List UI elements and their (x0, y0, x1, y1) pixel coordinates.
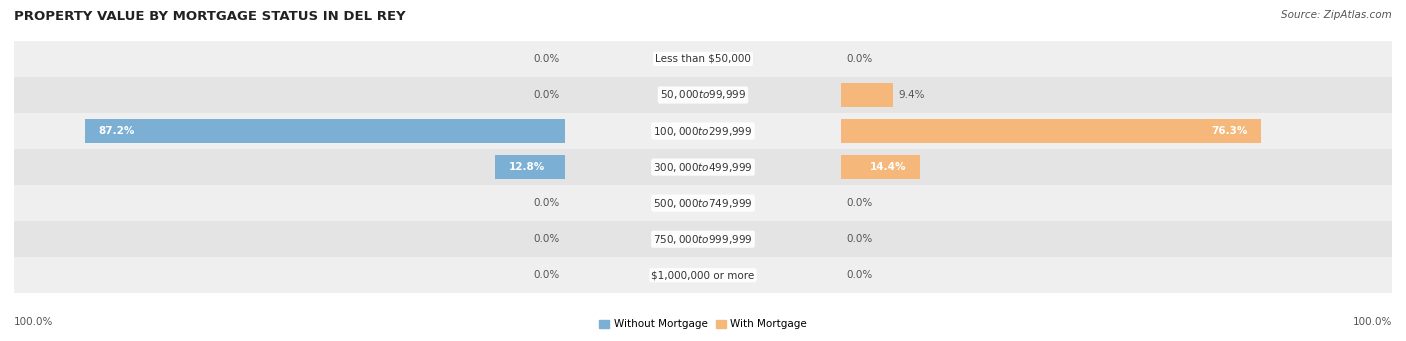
Text: 14.4%: 14.4% (870, 162, 907, 172)
Text: $1,000,000 or more: $1,000,000 or more (651, 270, 755, 280)
Bar (14, 221, 1392, 257)
Text: 9.4%: 9.4% (898, 90, 925, 100)
Text: 87.2%: 87.2% (98, 126, 135, 136)
Bar (14, 185, 1392, 221)
Text: $50,000 to $99,999: $50,000 to $99,999 (659, 89, 747, 102)
Text: 0.0%: 0.0% (533, 270, 560, 280)
Text: $750,000 to $999,999: $750,000 to $999,999 (654, 233, 752, 246)
Text: 76.3%: 76.3% (1211, 126, 1247, 136)
Bar (14, 257, 1392, 293)
Bar (14, 41, 1392, 77)
Legend: Without Mortgage, With Mortgage: Without Mortgage, With Mortgage (595, 315, 811, 333)
Text: 0.0%: 0.0% (533, 198, 560, 208)
Bar (841, 119, 1261, 143)
Text: $500,000 to $749,999: $500,000 to $749,999 (654, 197, 752, 210)
Bar (841, 83, 893, 107)
Bar (495, 155, 565, 179)
Bar (14, 77, 1392, 113)
Text: 100.0%: 100.0% (14, 317, 53, 327)
Text: 0.0%: 0.0% (533, 234, 560, 244)
Text: PROPERTY VALUE BY MORTGAGE STATUS IN DEL REY: PROPERTY VALUE BY MORTGAGE STATUS IN DEL… (14, 10, 406, 23)
Text: 0.0%: 0.0% (846, 270, 873, 280)
Text: 100.0%: 100.0% (1353, 317, 1392, 327)
Text: 0.0%: 0.0% (533, 90, 560, 100)
Bar (14, 113, 1392, 149)
Bar (14, 149, 1392, 185)
Text: 0.0%: 0.0% (846, 198, 873, 208)
Text: 12.8%: 12.8% (509, 162, 544, 172)
Text: 0.0%: 0.0% (846, 54, 873, 64)
Text: 0.0%: 0.0% (533, 54, 560, 64)
Text: $100,000 to $299,999: $100,000 to $299,999 (654, 124, 752, 137)
Text: Less than $50,000: Less than $50,000 (655, 54, 751, 64)
Text: 0.0%: 0.0% (846, 234, 873, 244)
Text: $300,000 to $499,999: $300,000 to $499,999 (654, 161, 752, 174)
Bar (84, 119, 565, 143)
Text: Source: ZipAtlas.com: Source: ZipAtlas.com (1281, 10, 1392, 20)
Bar (841, 155, 920, 179)
